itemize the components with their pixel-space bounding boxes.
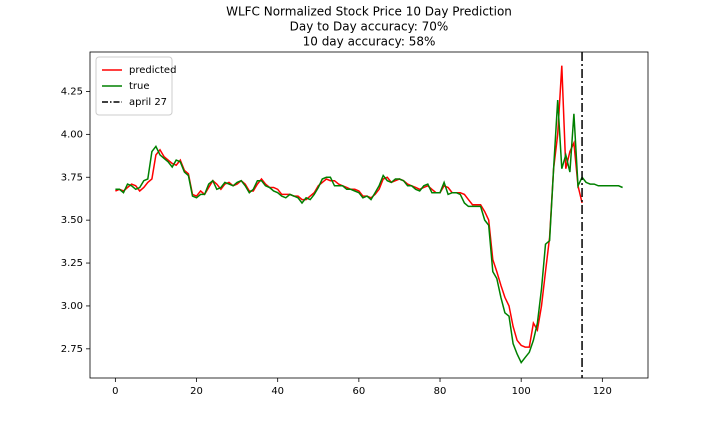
line-series <box>115 65 583 348</box>
chart-title: Day to Day accuracy: 70% <box>290 20 449 34</box>
legend-label: april 27 <box>129 97 167 108</box>
y-tick-label: 4.25 <box>61 86 83 97</box>
x-tick-label: 20 <box>190 386 203 397</box>
legend-label: predicted <box>129 65 176 76</box>
x-tick-label: 40 <box>271 386 284 397</box>
y-tick-label: 3.50 <box>61 215 83 226</box>
legend-box <box>95 56 173 116</box>
x-tick-label: 0 <box>112 386 118 397</box>
axes-frame <box>89 51 649 379</box>
x-tick-label: 60 <box>352 386 365 397</box>
legend-label: true <box>129 81 150 92</box>
y-tick-label: 2.75 <box>61 344 83 355</box>
y-tick-label: 3.25 <box>61 258 83 269</box>
chart-title: 10 day accuracy: 58% <box>303 35 436 49</box>
y-tick-label: 3.75 <box>61 172 83 183</box>
x-tick-label: 120 <box>593 386 612 397</box>
y-tick-label: 3.00 <box>61 301 83 312</box>
y-tick-label: 4.00 <box>61 129 83 140</box>
x-tick-label: 80 <box>434 386 447 397</box>
x-tick-label: 100 <box>512 386 531 397</box>
chart-title: WLFC Normalized Stock Price 10 Day Predi… <box>226 5 512 19</box>
line-series <box>115 99 623 365</box>
